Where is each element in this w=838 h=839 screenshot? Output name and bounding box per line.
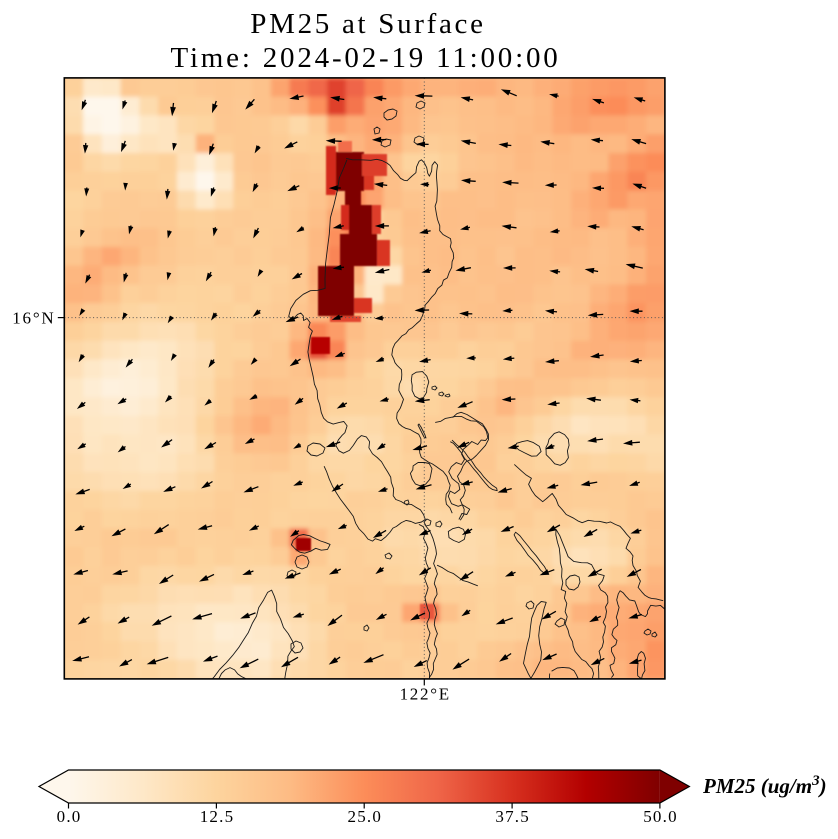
- svg-text:PM25 at Surface: PM25 at Surface: [250, 8, 485, 40]
- svg-text:0.0: 0.0: [57, 807, 82, 826]
- svg-text:50.0: 50.0: [643, 807, 678, 826]
- svg-text:122°E: 122°E: [400, 685, 451, 704]
- svg-text:PM25 (ug/m3): PM25 (ug/m3): [702, 773, 827, 798]
- svg-text:37.5: 37.5: [495, 807, 530, 826]
- svg-text:16°N: 16°N: [12, 309, 55, 328]
- svg-text:25.0: 25.0: [348, 807, 383, 826]
- svg-text:12.5: 12.5: [200, 807, 235, 826]
- svg-text:Time: 2024-02-19 11:00:00: Time: 2024-02-19 11:00:00: [170, 42, 560, 74]
